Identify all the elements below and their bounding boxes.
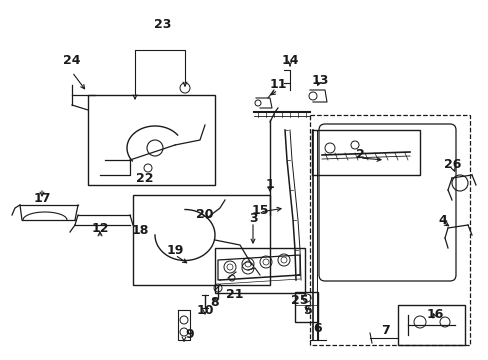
Text: 21: 21: [226, 288, 243, 302]
Text: 20: 20: [196, 208, 213, 221]
Text: 18: 18: [131, 224, 148, 237]
Bar: [133, 195, 269, 285]
Text: 3: 3: [248, 211, 257, 225]
Text: 19: 19: [166, 243, 183, 256]
Text: 12: 12: [91, 221, 108, 234]
Text: 6: 6: [313, 321, 322, 334]
Text: 13: 13: [311, 73, 328, 86]
Text: 11: 11: [269, 78, 286, 91]
Text: 5: 5: [303, 303, 312, 316]
Text: 14: 14: [281, 54, 298, 67]
Text: 26: 26: [444, 158, 461, 171]
Text: 23: 23: [154, 18, 171, 31]
Bar: [397, 305, 464, 345]
Text: 9: 9: [185, 328, 194, 342]
Text: 22: 22: [136, 171, 153, 184]
Text: 25: 25: [291, 293, 308, 306]
Text: 8: 8: [210, 296, 219, 309]
Text: 24: 24: [63, 54, 81, 67]
Text: 15: 15: [251, 203, 268, 216]
Bar: [311, 130, 419, 175]
Text: 4: 4: [438, 213, 447, 226]
Text: 1: 1: [265, 179, 274, 192]
Bar: [88, 95, 215, 185]
Bar: [294, 292, 317, 322]
Bar: [215, 248, 305, 293]
Text: 10: 10: [196, 303, 213, 316]
Bar: [309, 115, 469, 345]
Text: 17: 17: [33, 192, 51, 204]
Text: 7: 7: [380, 324, 388, 337]
Text: 2: 2: [355, 148, 364, 162]
Text: 16: 16: [426, 309, 443, 321]
